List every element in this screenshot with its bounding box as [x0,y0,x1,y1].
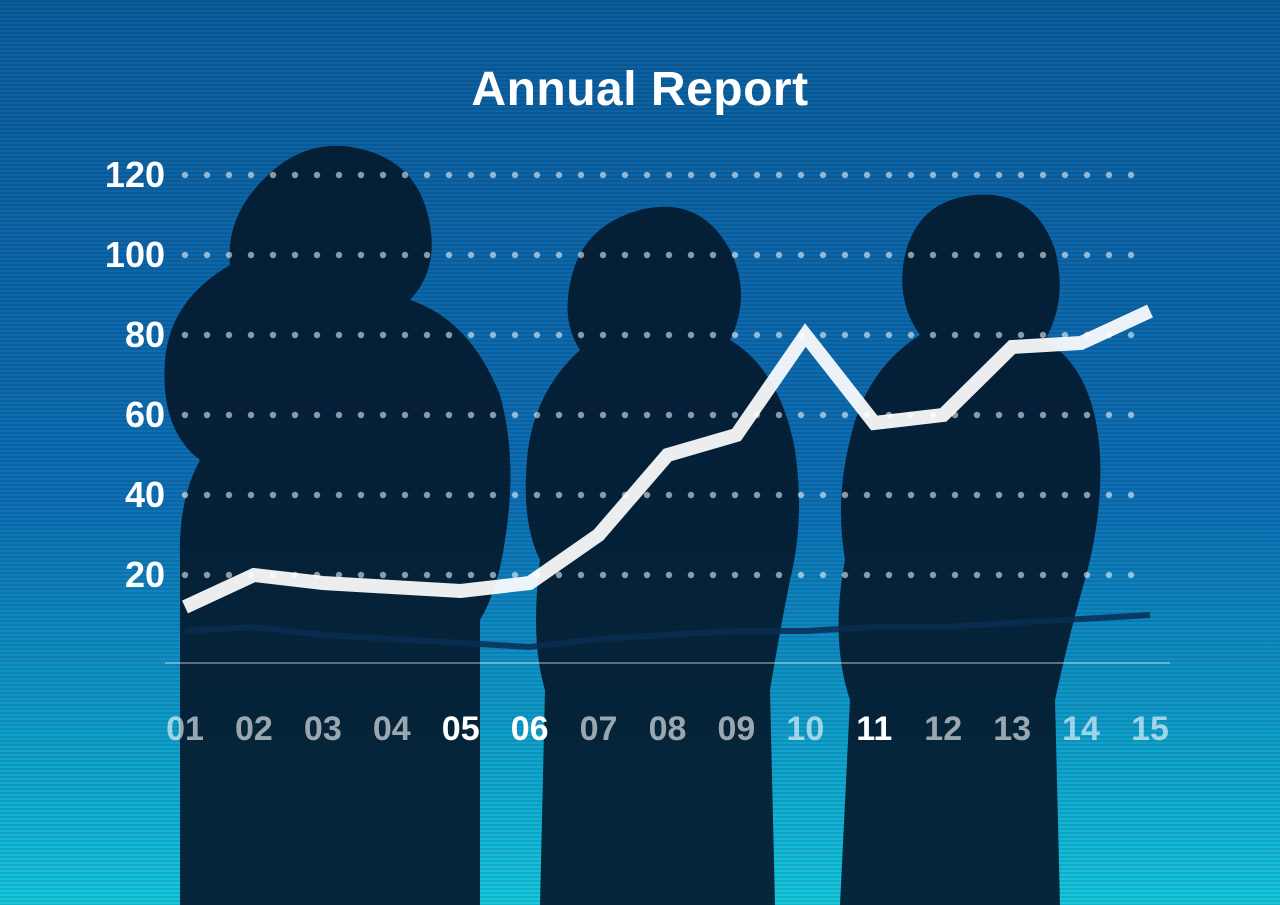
chart-series [185,311,1150,647]
x-tick-label: 05 [442,710,480,749]
x-tick-label: 08 [649,710,687,749]
y-tick-label: 120 [85,154,165,196]
x-tick-label: 03 [304,710,342,749]
x-tick-label: 15 [1131,710,1169,749]
y-tick-label: 80 [85,314,165,356]
x-tick-label: 07 [580,710,618,749]
y-tick-label: 40 [85,474,165,516]
x-tick-label: 14 [1062,710,1100,749]
series-main [185,311,1150,607]
x-tick-label: 09 [718,710,756,749]
x-tick-label: 02 [235,710,273,749]
y-tick-label: 20 [85,554,165,596]
x-tick-label: 06 [511,710,549,749]
x-tick-label: 04 [373,710,411,749]
x-tick-label: 11 [856,710,892,749]
infographic-stage: Annual Report 20 40 60 80 100 120 01 02 03 04 05 0… [0,0,1280,905]
x-tick-label: 01 [166,710,204,749]
x-tick-label: 12 [924,710,962,749]
line-chart [0,0,1280,905]
x-tick-label: 13 [993,710,1031,749]
y-tick-label: 100 [85,234,165,276]
y-tick-label: 60 [85,394,165,436]
chart-title: Annual Report [0,62,1280,117]
series-baseline [185,615,1150,647]
x-tick-label: 10 [786,710,824,749]
